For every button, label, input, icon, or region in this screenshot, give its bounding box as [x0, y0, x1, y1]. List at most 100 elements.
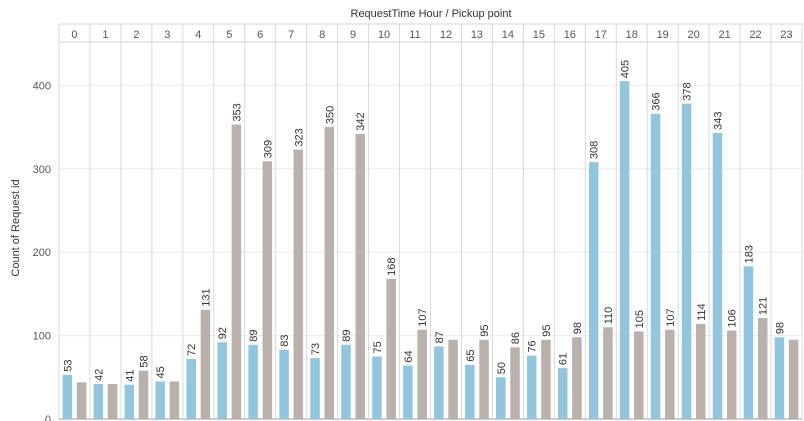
bar	[186, 358, 196, 419]
bar	[774, 337, 785, 419]
bar	[403, 365, 413, 419]
data-label: 366	[651, 92, 663, 110]
data-label: 343	[712, 112, 724, 130]
y-tick-label: 100	[33, 331, 51, 343]
y-tick-label: 0	[45, 414, 51, 421]
category-header-label: 1	[102, 29, 108, 41]
category-header-label: 5	[226, 29, 232, 41]
bar	[386, 278, 396, 419]
data-label: 64	[403, 350, 415, 362]
bar	[650, 113, 661, 419]
y-axis-label: Count of Request id	[10, 179, 22, 276]
bar	[496, 377, 506, 419]
y-tick-label: 400	[33, 80, 51, 92]
data-label: 183	[743, 245, 755, 263]
bar	[93, 383, 104, 419]
data-label: 87	[434, 331, 446, 343]
bar	[279, 349, 289, 419]
data-label: 105	[634, 310, 646, 328]
data-label: 98	[774, 322, 786, 334]
category-header-label: 15	[533, 29, 545, 41]
bar	[743, 266, 754, 419]
data-label: 309	[262, 140, 274, 158]
data-label: 75	[372, 341, 384, 353]
y-tick-label: 300	[33, 164, 51, 176]
data-label: 121	[758, 297, 770, 315]
bar	[681, 103, 692, 419]
category-header-label: 8	[319, 29, 325, 41]
bar	[372, 356, 382, 419]
bar	[434, 346, 444, 419]
category-header-label: 0	[71, 29, 77, 41]
data-label: 98	[572, 322, 584, 334]
data-label: 45	[155, 366, 167, 378]
data-label: 353	[231, 103, 243, 121]
bar	[526, 355, 537, 419]
data-label: 41	[124, 370, 136, 382]
data-label: 58	[139, 355, 151, 367]
bar	[76, 382, 87, 419]
bar	[665, 329, 675, 419]
category-header-label: 20	[688, 29, 700, 41]
data-label: 114	[696, 303, 708, 321]
bar	[696, 323, 706, 419]
data-label: 106	[727, 309, 739, 327]
data-label: 50	[496, 362, 508, 374]
category-header-label: 12	[440, 29, 452, 41]
bar	[310, 358, 320, 419]
bar	[448, 339, 458, 419]
category-header-label: 17	[595, 29, 607, 41]
bar	[557, 368, 568, 419]
data-label: 350	[324, 106, 336, 124]
category-header-label: 23	[780, 29, 792, 41]
category-header-label: 16	[564, 29, 576, 41]
bar	[757, 318, 768, 419]
bar	[124, 384, 135, 419]
data-label: 405	[620, 60, 632, 78]
data-label: 92	[217, 327, 229, 339]
data-label: 76	[527, 340, 539, 352]
data-label: 95	[541, 325, 553, 337]
data-label: 168	[386, 258, 398, 276]
bar	[788, 339, 799, 419]
bar	[510, 347, 520, 419]
data-label: 73	[310, 343, 322, 355]
data-label: 72	[186, 344, 198, 356]
bar	[355, 133, 365, 419]
bar	[603, 327, 613, 419]
bar	[155, 381, 165, 419]
category-header-label: 10	[378, 29, 390, 41]
data-label: 323	[293, 128, 305, 146]
bar	[588, 162, 599, 419]
bar	[324, 127, 335, 419]
data-label: 53	[62, 360, 74, 372]
category-header-label: 13	[471, 29, 483, 41]
category-header-label: 7	[288, 29, 294, 41]
category-header-label: 3	[164, 29, 170, 41]
data-label: 61	[558, 353, 570, 365]
category-header-label: 6	[257, 29, 263, 41]
category-header-label: 4	[195, 29, 201, 41]
bar	[248, 344, 258, 419]
data-label: 107	[417, 308, 429, 326]
bar	[619, 81, 630, 419]
bar	[107, 383, 118, 419]
bar	[479, 339, 489, 419]
chart-title: RequestTime Hour / Pickup point	[351, 8, 512, 20]
bar	[293, 149, 304, 419]
bar	[217, 342, 227, 419]
category-header-label: 21	[718, 29, 730, 41]
category-header-label: 2	[133, 29, 139, 41]
bar	[465, 364, 475, 419]
data-label: 89	[248, 330, 260, 342]
bar	[417, 329, 427, 419]
category-header-label: 22	[749, 29, 761, 41]
data-label: 107	[665, 308, 677, 326]
data-label: 131	[200, 288, 212, 306]
bar	[541, 339, 551, 419]
data-label: 65	[465, 350, 477, 362]
category-header-label: 18	[626, 29, 638, 41]
bar	[634, 331, 644, 419]
bar	[712, 132, 723, 420]
bar	[726, 330, 737, 419]
